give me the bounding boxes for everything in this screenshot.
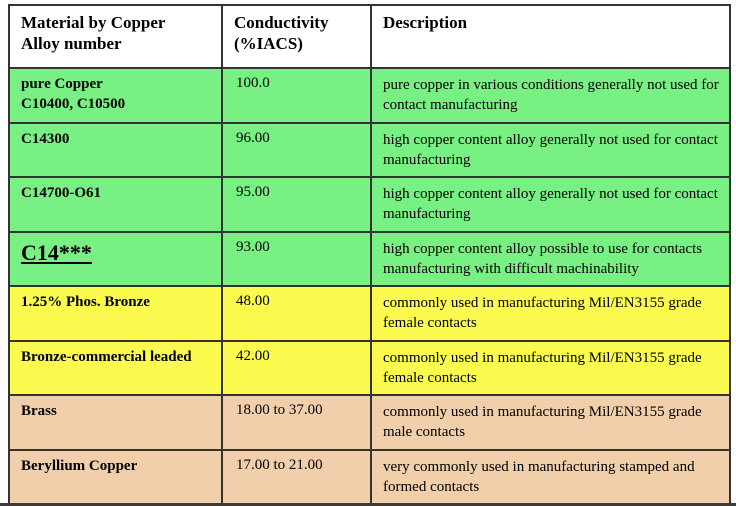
table-row: C14*** 93.00 high copper content alloy pos… — [8, 230, 731, 287]
header-material-column: Material by Copper Alloy number — [8, 4, 223, 69]
table-row: 1.25% Phos. Bronze 48.00 commonly used in … — [8, 285, 731, 342]
material-cell: C14300 — [8, 121, 223, 178]
conductivity-cell: 93.00 — [221, 230, 372, 287]
conductivity-cell: 17.00 to 21.00 — [221, 448, 372, 503]
table-row: Brass 18.00 to 37.00 commonly used in manu… — [8, 394, 731, 451]
description-cell: commonly used in manufacturing Mil/EN315… — [370, 285, 731, 342]
conductivity-cell: 100.0 — [221, 67, 372, 124]
description-cell: commonly used in manufacturing Mil/EN315… — [370, 339, 731, 396]
conductivity-cell: 48.00 — [221, 285, 372, 342]
conductivity-cell: 18.00 to 37.00 — [221, 394, 372, 451]
material-cell: C14700-O61 — [8, 176, 223, 233]
table-row: C14300 96.00 high copper content alloy gen… — [8, 121, 731, 178]
table-row: C14700-O61 95.00 high copper content alloy… — [8, 176, 731, 233]
description-cell: very commonly used in manufacturing stam… — [370, 448, 731, 503]
table-body: pure Copper C10400, C10500 100.0 pure copp… — [8, 67, 731, 503]
table-row: pure Copper C10400, C10500 100.0 pure copp… — [8, 67, 731, 124]
material-cell: Beryllium Copper — [8, 448, 223, 503]
description-cell: commonly used in manufacturing Mil/EN315… — [370, 394, 731, 451]
header-conductivity-column: Conductivity (%IACS) — [221, 4, 372, 69]
conductivity-cell: 95.00 — [221, 176, 372, 233]
table-row: Bronze-commercial leaded 42.00 commonly us… — [8, 339, 731, 396]
conductivity-cell: 96.00 — [221, 121, 372, 178]
material-cell: Bronze-commercial leaded — [8, 339, 223, 396]
description-cell: high copper content alloy generally not … — [370, 121, 731, 178]
header-description-column: Description — [370, 4, 731, 69]
table-header: Material by Copper Alloy number Conducti… — [8, 4, 731, 69]
material-cell: pure Copper C10400, C10500 — [8, 67, 223, 124]
header-row: Material by Copper Alloy number Conducti… — [8, 4, 731, 69]
copper-alloy-table: Material by Copper Alloy number Conducti… — [8, 4, 731, 503]
bottom-rule-divider — [0, 503, 736, 506]
conductivity-cell: 42.00 — [221, 339, 372, 396]
description-cell: pure copper in various conditions genera… — [370, 67, 731, 124]
description-cell: high copper content alloy possible to us… — [370, 230, 731, 287]
table-row: Beryllium Copper 17.00 to 21.00 very commo… — [8, 448, 731, 503]
material-cell: Brass — [8, 394, 223, 451]
material-cell: 1.25% Phos. Bronze — [8, 285, 223, 342]
description-cell: high copper content alloy generally not … — [370, 176, 731, 233]
material-cell: C14*** — [8, 230, 223, 287]
